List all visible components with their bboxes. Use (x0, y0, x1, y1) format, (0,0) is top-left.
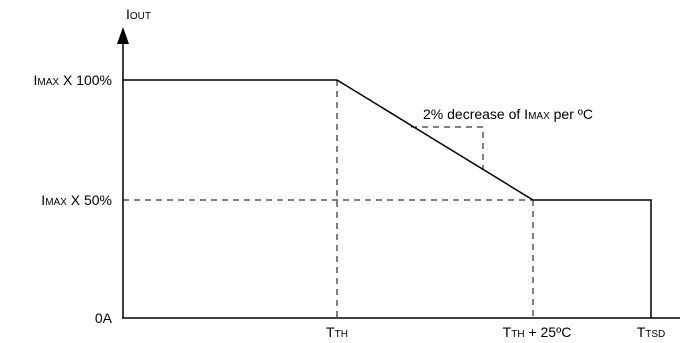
x-tick-ttsd: TTSD (637, 324, 666, 340)
y-axis-arrow (117, 27, 129, 44)
y-tick-0a: 0A (95, 310, 113, 326)
y-tick-50: IMAX X 50% (41, 192, 112, 208)
y-axis-title: IOUT (126, 6, 151, 22)
slope-annotation: 2% decrease of IMAX per ºC (423, 106, 593, 122)
x-tick-tth: TTH (326, 324, 348, 340)
x-tick-tth-25: TTH + 25ºC (503, 324, 572, 340)
slope-indicator (411, 126, 484, 170)
y-tick-100: IMAX X 100% (34, 72, 113, 88)
